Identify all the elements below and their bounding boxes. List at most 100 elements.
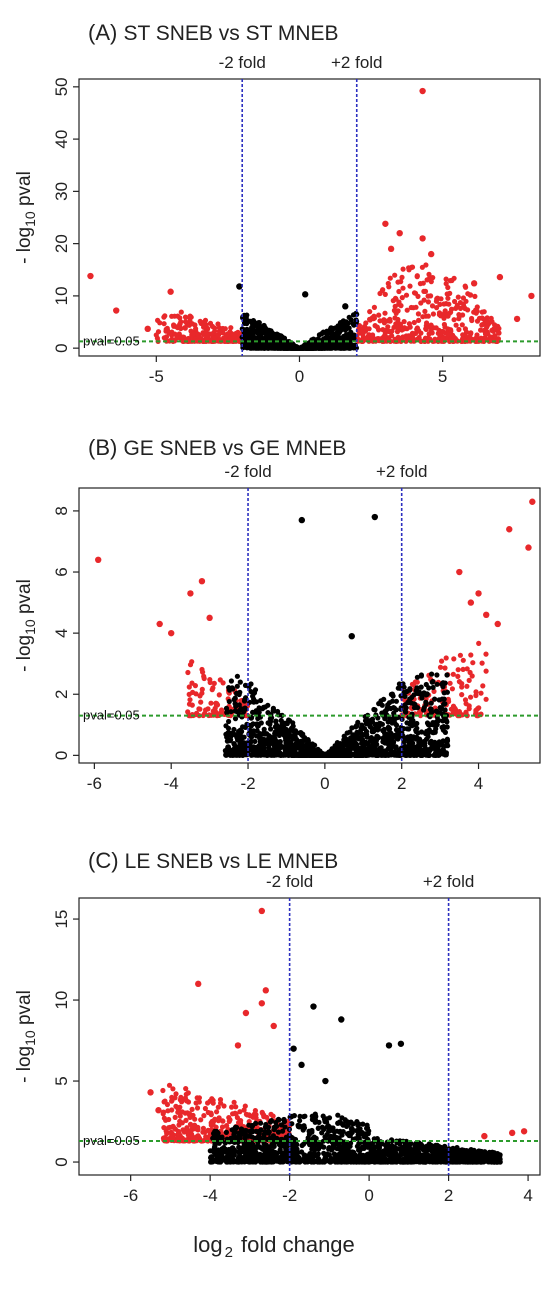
gene-point bbox=[339, 1115, 345, 1121]
y-tick-label: 6 bbox=[52, 567, 71, 576]
significant-gene-point bbox=[399, 295, 405, 301]
significant-gene-point bbox=[417, 713, 424, 719]
gene-point bbox=[247, 733, 254, 739]
gene-point bbox=[239, 728, 245, 735]
gene-point bbox=[378, 698, 384, 704]
gene-point bbox=[266, 749, 272, 755]
significant-gene-point bbox=[474, 318, 481, 324]
significant-gene-point bbox=[182, 1095, 188, 1101]
gene-point bbox=[407, 686, 413, 692]
significant-gene-point bbox=[450, 703, 457, 709]
significant-gene-point bbox=[359, 329, 365, 335]
significant-gene-point bbox=[401, 319, 407, 325]
gene-point bbox=[257, 735, 263, 741]
gene-point bbox=[278, 1122, 284, 1128]
significant-gene-point bbox=[205, 1127, 211, 1133]
gene-point bbox=[360, 1144, 366, 1150]
gene-point bbox=[421, 747, 427, 754]
significant-gene-point bbox=[177, 1113, 183, 1119]
significant-gene-point bbox=[205, 1100, 211, 1106]
significant-gene-point bbox=[385, 318, 391, 324]
gene-point bbox=[327, 752, 333, 759]
significant-gene-point bbox=[489, 327, 495, 333]
significant-gene-point bbox=[464, 683, 470, 689]
gene-point bbox=[408, 718, 414, 725]
gene-point bbox=[299, 345, 305, 351]
significant-gene-point bbox=[259, 1109, 265, 1115]
significant-gene-point bbox=[193, 691, 199, 697]
gene-point bbox=[439, 1148, 445, 1154]
significant-gene-point bbox=[371, 304, 377, 310]
significant-gene-point bbox=[168, 1133, 175, 1139]
gene-point bbox=[297, 738, 303, 745]
significant-gene-point bbox=[201, 324, 207, 330]
gene-point bbox=[243, 330, 249, 336]
gene-point bbox=[409, 723, 415, 729]
significant-gene-point bbox=[392, 272, 398, 278]
significant-gene-point bbox=[186, 684, 192, 690]
significant-gene-point bbox=[404, 307, 410, 313]
gene-point bbox=[440, 738, 446, 744]
gene-point bbox=[228, 733, 234, 739]
y-tick-label: 0 bbox=[52, 751, 71, 760]
gene-point bbox=[323, 330, 329, 336]
gene-point bbox=[380, 739, 386, 745]
gene-point bbox=[245, 749, 251, 755]
gene-point bbox=[265, 710, 271, 716]
significant-gene-point bbox=[188, 1132, 195, 1139]
significant-gene-point bbox=[200, 1125, 206, 1131]
significant-gene-point bbox=[113, 307, 120, 314]
gene-point bbox=[272, 724, 278, 730]
data-points bbox=[87, 87, 535, 351]
gene-point bbox=[358, 736, 364, 742]
significant-gene-point bbox=[264, 1114, 270, 1120]
significant-gene-point bbox=[193, 1100, 199, 1106]
significant-gene-point bbox=[206, 614, 213, 622]
significant-gene-point bbox=[192, 1116, 198, 1122]
gene-point bbox=[344, 1123, 350, 1129]
significant-gene-point bbox=[161, 1125, 167, 1131]
gene-point bbox=[359, 731, 365, 737]
y-tick-label: 8 bbox=[52, 506, 71, 515]
significant-gene-point bbox=[466, 677, 472, 684]
gene-point bbox=[261, 322, 267, 329]
gene-point bbox=[401, 739, 407, 745]
significant-gene-point bbox=[200, 338, 206, 344]
gene-point bbox=[340, 322, 346, 328]
significant-gene-point bbox=[156, 620, 163, 628]
significant-gene-point bbox=[205, 1109, 211, 1116]
gene-point bbox=[229, 748, 235, 754]
gene-point bbox=[430, 678, 436, 685]
gene-point bbox=[234, 683, 240, 689]
significant-gene-point bbox=[448, 327, 454, 333]
significant-gene-point bbox=[457, 652, 463, 658]
gene-point bbox=[273, 719, 279, 725]
significant-gene-point bbox=[178, 319, 184, 325]
gene-point bbox=[256, 743, 262, 749]
gene-point bbox=[306, 752, 312, 758]
gene-point bbox=[350, 732, 356, 738]
gene-point bbox=[335, 750, 341, 756]
significant-gene-point bbox=[177, 315, 183, 321]
gene-point bbox=[225, 725, 232, 732]
significant-gene-point bbox=[209, 323, 215, 329]
significant-gene-point bbox=[468, 694, 474, 700]
gene-point bbox=[291, 732, 298, 738]
gene-point bbox=[382, 730, 388, 736]
gene-point bbox=[252, 709, 258, 715]
significant-gene-point bbox=[168, 629, 175, 637]
y-tick-label: 40 bbox=[52, 130, 71, 149]
gene-point bbox=[391, 751, 397, 757]
significant-gene-point bbox=[198, 1117, 204, 1123]
panel-tag: (C) bbox=[88, 848, 125, 873]
significant-gene-point bbox=[183, 1117, 189, 1123]
fold-label-minus: -2 fold bbox=[219, 53, 266, 72]
significant-gene-point bbox=[160, 1109, 167, 1115]
gene-point bbox=[350, 312, 357, 318]
significant-gene-point bbox=[459, 692, 465, 698]
gene-point bbox=[243, 742, 249, 748]
gene-point bbox=[269, 330, 275, 336]
gene-point bbox=[262, 704, 268, 710]
pval-threshold-label: pval=0.05 bbox=[83, 333, 140, 348]
